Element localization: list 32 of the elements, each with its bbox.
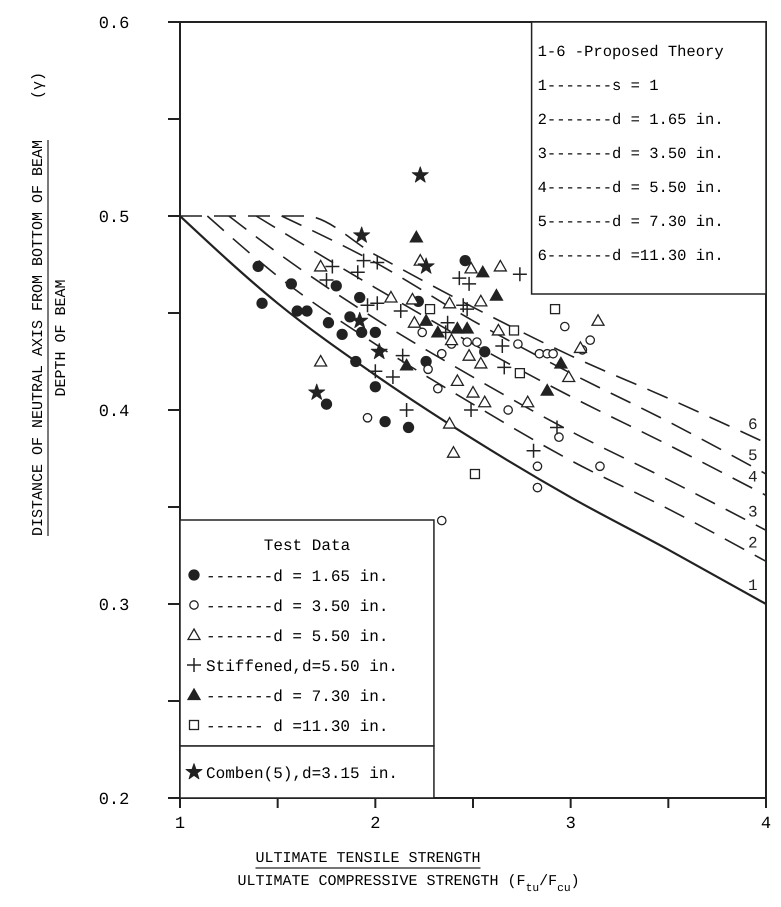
- series-label: 1: [748, 577, 758, 595]
- y-tick-label: 0.4: [98, 403, 130, 422]
- x-tick-label: 1: [174, 815, 186, 834]
- annotation: 5-------d = 7.30 in.: [538, 213, 724, 231]
- series-label: 2: [748, 534, 758, 552]
- series-label: 4: [748, 468, 758, 486]
- annotation: 4-------d = 5.50 in.: [538, 179, 724, 197]
- annotation: 6-------d =11.30 in.: [538, 247, 724, 265]
- annotation: 3-------d = 3.50 in.: [538, 145, 724, 163]
- series-label: 3: [748, 503, 758, 522]
- legend-label: Stiffened,d=5.50 in.: [206, 658, 398, 676]
- x-tick-label: 2: [370, 815, 380, 834]
- annotation: 1-6 -Proposed Theory: [538, 43, 724, 61]
- legend-label: ------ d =11.30 in.: [206, 718, 388, 736]
- y-tick-label: 0.5: [98, 209, 130, 228]
- legend-label: -------d = 3.50 in.: [206, 598, 388, 616]
- y-tick-label: 0.2: [98, 791, 130, 810]
- x-tick-label: 4: [760, 815, 772, 834]
- series-label: 6: [748, 416, 758, 434]
- text: DISTANCE OF NEUTRAL AXIS FROM BOTTOM OF BEAM DEPTH OF BEAM (γ): [30, 72, 70, 536]
- annotation: 1-------s = 1: [538, 77, 659, 95]
- y-tick-label: 0.6: [98, 15, 130, 34]
- legend-label: -------d = 1.65 in.: [206, 568, 388, 586]
- series-label: 5: [748, 447, 758, 466]
- annotation: 2-------d = 1.65 in.: [538, 111, 724, 129]
- legend-label: -------d = 7.30 in.: [206, 688, 388, 706]
- x-axis-title: ULTIMATE TENSILE STRENGTH ULTIMATE COMPRESSIVE STRENGTH (F$_{tu}$/F$_{cu}$): [238, 850, 580, 895]
- legend-title: Test Data: [264, 537, 351, 555]
- legend-label: -------d = 5.50 in.: [206, 628, 388, 646]
- y-tick-label: 0.3: [98, 597, 130, 616]
- x-tick-label: 3: [566, 815, 576, 834]
- legend-label: Comben(5),d=3.15 in.: [206, 765, 398, 783]
